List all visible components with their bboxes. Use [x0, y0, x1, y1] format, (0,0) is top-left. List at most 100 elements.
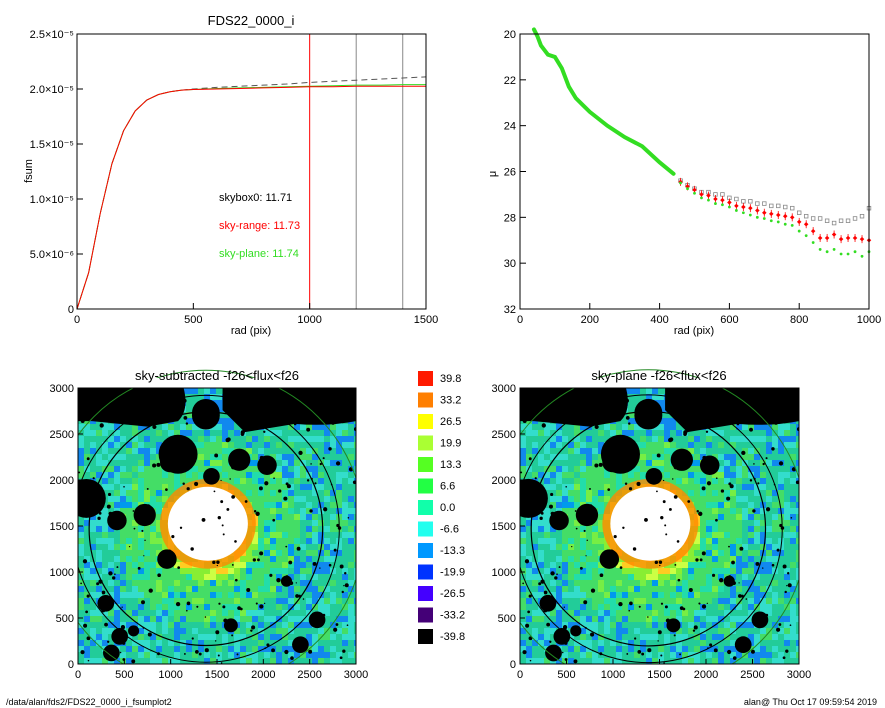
image-pixel-block [652, 394, 658, 400]
image-pixel-block [324, 592, 330, 598]
image-pixel-block [760, 526, 766, 532]
image-pixel-block [700, 478, 706, 484]
mask-speck [344, 583, 349, 588]
image-pixel-block [156, 532, 162, 538]
image-pixel-block [562, 544, 568, 550]
image-pixel-block [526, 604, 532, 610]
image-xtick-label: 500 [115, 669, 133, 681]
image-pixel-block [580, 478, 586, 484]
image-pixel-block [234, 628, 240, 634]
image-pixel-block [556, 580, 562, 586]
image-pixel-block [580, 448, 586, 454]
image-pixel-block [144, 454, 150, 460]
fsum-series [76, 76, 427, 310]
image-pixel-block [526, 472, 532, 478]
image-pixel-block [156, 430, 162, 436]
image-pixel-block [778, 442, 784, 448]
image-pixel-block [336, 616, 342, 622]
mask-speck [114, 573, 116, 575]
image-pixel-block [258, 598, 264, 604]
mask-speck [323, 507, 328, 512]
image-pixel-block [538, 550, 544, 556]
image-pixel-block [778, 448, 784, 454]
image-pixel-block [598, 424, 604, 430]
image-pixel-block [246, 478, 252, 484]
image-pixel-block [102, 448, 108, 454]
mask-speck [120, 635, 123, 638]
image-pixel-block [544, 544, 550, 550]
image-pixel-block [526, 460, 532, 466]
image-pixel-block [84, 448, 90, 454]
mask-speck [554, 576, 558, 580]
image-pixel-block [532, 442, 538, 448]
image-pixel-block [712, 586, 718, 592]
image-pixel-block [592, 502, 598, 508]
image-pixel-block [676, 568, 682, 574]
image-pixel-block [120, 562, 126, 568]
image-pixel-block [258, 616, 264, 622]
mask-speck [628, 422, 631, 425]
image-pixel-block [96, 460, 102, 466]
image-pixel-block [78, 526, 84, 532]
image-pixel-block [102, 454, 108, 460]
image-pixel-block [766, 568, 772, 574]
image-pixel-block [544, 616, 550, 622]
image-pixel-block [646, 592, 652, 598]
image-pixel-block [180, 580, 186, 586]
image-pixel-block [580, 436, 586, 442]
image-pixel-block [240, 436, 246, 442]
image-pixel-block [288, 442, 294, 448]
image-pixel-block [156, 526, 162, 532]
image-pixel-block [108, 544, 114, 550]
image-pixel-block [330, 556, 336, 562]
image-pixel-block [132, 622, 138, 628]
image-pixel-block [318, 538, 324, 544]
image-pixel-block [294, 424, 300, 430]
image-pixel-block [240, 640, 246, 646]
mask-speck [78, 471, 81, 474]
image-pixel-block [688, 466, 694, 472]
image-pixel-block [670, 424, 676, 430]
image-pixel-block [640, 640, 646, 646]
image-pixel-block [258, 526, 264, 532]
image-pixel-block [658, 394, 664, 400]
image-pixel-block [634, 628, 640, 634]
image-pixel-block [282, 454, 288, 460]
image-pixel-block [634, 646, 640, 652]
mask-speck [663, 662, 665, 664]
image-pixel-block [120, 430, 126, 436]
mask-speck [86, 594, 90, 598]
image-pixel-block [240, 574, 246, 580]
image-pixel-block [730, 436, 736, 442]
image-pixel-block [580, 484, 586, 490]
image-pixel-block [300, 580, 306, 586]
image-pixel-block [670, 472, 676, 478]
mask-speck [322, 457, 325, 460]
image-pixel-block [252, 478, 258, 484]
image-pixel-block [78, 454, 84, 460]
image-pixel-block [730, 628, 736, 634]
image-pixel-block [766, 622, 772, 628]
image-pixel-block [294, 514, 300, 520]
image-pixel-block [628, 418, 634, 424]
mask-speck [698, 602, 701, 605]
image-pixel-block [300, 442, 306, 448]
image-pixel-block [592, 436, 598, 442]
image-pixel-block [568, 568, 574, 574]
image-pixel-block [288, 436, 294, 442]
image-pixel-block [246, 556, 252, 562]
image-pixel-block [520, 550, 526, 556]
image-pixel-block [628, 478, 634, 484]
mask-speck [665, 618, 670, 623]
image-pixel-block [198, 592, 204, 598]
image-pixel-block [682, 610, 688, 616]
image-pixel-block [288, 448, 294, 454]
image-pixel-block [246, 622, 252, 628]
image-pixel-block [318, 448, 324, 454]
mask-speck [757, 482, 760, 485]
image-xtick-label: 2000 [251, 669, 275, 681]
image-pixel-block [742, 472, 748, 478]
image-pixel-block [640, 388, 646, 394]
image-pixel-block [544, 568, 550, 574]
image-pixel-block [664, 568, 670, 574]
